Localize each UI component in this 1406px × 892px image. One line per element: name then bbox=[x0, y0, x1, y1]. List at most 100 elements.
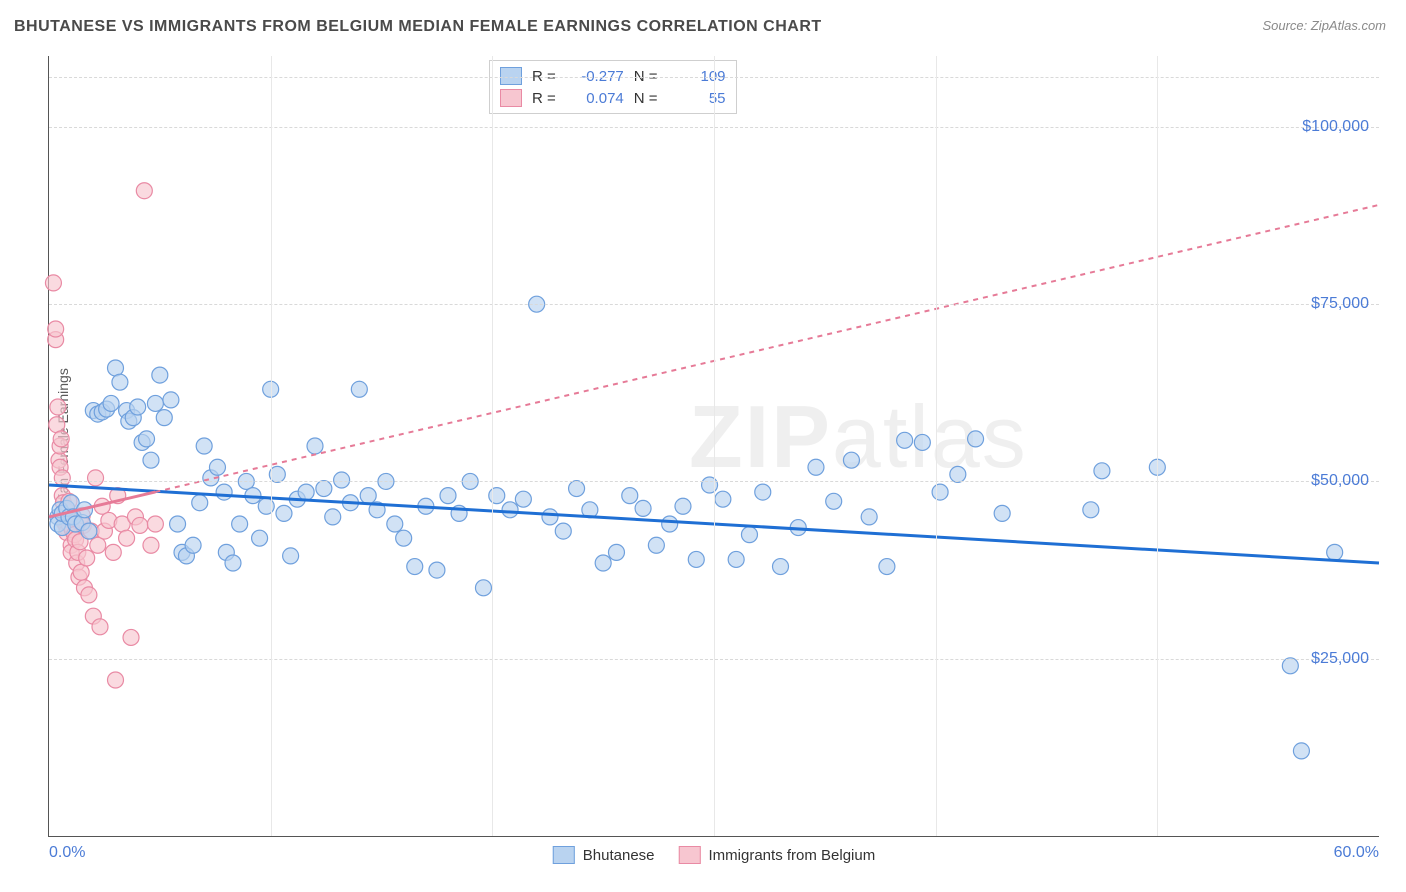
scatter-point bbox=[843, 452, 859, 468]
scatter-point bbox=[90, 537, 106, 553]
scatter-point bbox=[715, 491, 731, 507]
scatter-point bbox=[622, 488, 638, 504]
legend-r-label-0: R = bbox=[532, 68, 556, 85]
legend-n-value-0: 109 bbox=[668, 68, 726, 85]
scatter-point bbox=[555, 523, 571, 539]
legend-n-label-1: N = bbox=[634, 90, 658, 107]
gridline-v bbox=[714, 56, 715, 836]
scatter-point bbox=[48, 321, 64, 337]
legend-r-label-1: R = bbox=[532, 90, 556, 107]
scatter-point bbox=[49, 417, 65, 433]
scatter-point bbox=[216, 484, 232, 500]
scatter-point bbox=[1282, 658, 1298, 674]
scatter-point bbox=[755, 484, 771, 500]
scatter-point bbox=[688, 551, 704, 567]
scatter-point bbox=[252, 530, 268, 546]
scatter-point bbox=[351, 381, 367, 397]
gridline-v bbox=[271, 56, 272, 836]
legend-series-1: Immigrants from Belgium bbox=[679, 846, 876, 864]
scatter-point bbox=[81, 587, 97, 603]
scatter-point bbox=[307, 438, 323, 454]
scatter-point bbox=[635, 500, 651, 516]
scatter-point bbox=[826, 493, 842, 509]
x-tick-label: 60.0% bbox=[1334, 844, 1379, 862]
scatter-point bbox=[429, 562, 445, 578]
legend-row-0: R = -0.277 N = 109 bbox=[500, 65, 726, 87]
scatter-point bbox=[192, 495, 208, 511]
legend-swatch-0 bbox=[500, 67, 522, 85]
scatter-point bbox=[163, 392, 179, 408]
scatter-point bbox=[276, 505, 292, 521]
scatter-point bbox=[258, 498, 274, 514]
scatter-point bbox=[675, 498, 691, 514]
scatter-point bbox=[932, 484, 948, 500]
scatter-point bbox=[968, 431, 984, 447]
scatter-point bbox=[1293, 743, 1309, 759]
source-attribution: Source: ZipAtlas.com bbox=[1262, 18, 1386, 33]
scatter-point bbox=[81, 523, 97, 539]
chart-plot-area: Median Female Earnings ZIPatlas R = -0.2… bbox=[48, 56, 1379, 837]
scatter-point bbox=[741, 527, 757, 543]
scatter-point bbox=[950, 466, 966, 482]
y-tick-label: $75,000 bbox=[1311, 295, 1369, 313]
scatter-point bbox=[53, 431, 69, 447]
scatter-point bbox=[108, 672, 124, 688]
y-tick-label: $100,000 bbox=[1302, 118, 1369, 136]
y-tick-label: $50,000 bbox=[1311, 472, 1369, 490]
scatter-point bbox=[808, 459, 824, 475]
scatter-point bbox=[225, 555, 241, 571]
scatter-point bbox=[360, 488, 376, 504]
scatter-point bbox=[407, 559, 423, 575]
scatter-point bbox=[269, 466, 285, 482]
scatter-point bbox=[515, 491, 531, 507]
scatter-point bbox=[489, 488, 505, 504]
legend-series-label-0: Bhutanese bbox=[583, 847, 655, 864]
scatter-point bbox=[119, 530, 135, 546]
scatter-point bbox=[123, 629, 139, 645]
gridline-v bbox=[492, 56, 493, 836]
scatter-point bbox=[316, 481, 332, 497]
scatter-point bbox=[502, 502, 518, 518]
scatter-point bbox=[334, 472, 350, 488]
scatter-point bbox=[50, 399, 66, 415]
legend-swatch-1 bbox=[500, 89, 522, 107]
legend-r-value-0: -0.277 bbox=[566, 68, 624, 85]
gridline-v bbox=[1157, 56, 1158, 836]
legend-row-1: R = 0.074 N = 55 bbox=[500, 87, 726, 109]
scatter-point bbox=[232, 516, 248, 532]
scatter-point bbox=[298, 484, 314, 500]
scatter-point bbox=[728, 551, 744, 567]
scatter-point bbox=[879, 559, 895, 575]
scatter-point bbox=[147, 395, 163, 411]
legend-series-swatch-1 bbox=[679, 846, 701, 864]
scatter-point bbox=[196, 438, 212, 454]
scatter-point bbox=[185, 537, 201, 553]
scatter-point bbox=[139, 431, 155, 447]
scatter-point bbox=[45, 275, 61, 291]
legend-n-label-0: N = bbox=[634, 68, 658, 85]
scatter-point bbox=[156, 410, 172, 426]
scatter-point bbox=[92, 619, 108, 635]
scatter-point bbox=[569, 481, 585, 497]
legend-series-label-1: Immigrants from Belgium bbox=[709, 847, 876, 864]
legend-series: Bhutanese Immigrants from Belgium bbox=[553, 846, 875, 864]
legend-n-value-1: 55 bbox=[668, 90, 726, 107]
scatter-point bbox=[105, 544, 121, 560]
scatter-point bbox=[914, 434, 930, 450]
scatter-point bbox=[136, 183, 152, 199]
scatter-point bbox=[79, 550, 95, 566]
y-tick-label: $25,000 bbox=[1311, 650, 1369, 668]
legend-r-value-1: 0.074 bbox=[566, 90, 624, 107]
scatter-point bbox=[1083, 502, 1099, 518]
scatter-point bbox=[396, 530, 412, 546]
scatter-point bbox=[108, 360, 124, 376]
chart-title: BHUTANESE VS IMMIGRANTS FROM BELGIUM MED… bbox=[14, 18, 822, 36]
scatter-point bbox=[143, 452, 159, 468]
gridline-v bbox=[936, 56, 937, 836]
scatter-point bbox=[662, 516, 678, 532]
scatter-point bbox=[608, 544, 624, 560]
scatter-point bbox=[475, 580, 491, 596]
scatter-point bbox=[440, 488, 456, 504]
scatter-point bbox=[773, 559, 789, 575]
scatter-point bbox=[170, 516, 186, 532]
